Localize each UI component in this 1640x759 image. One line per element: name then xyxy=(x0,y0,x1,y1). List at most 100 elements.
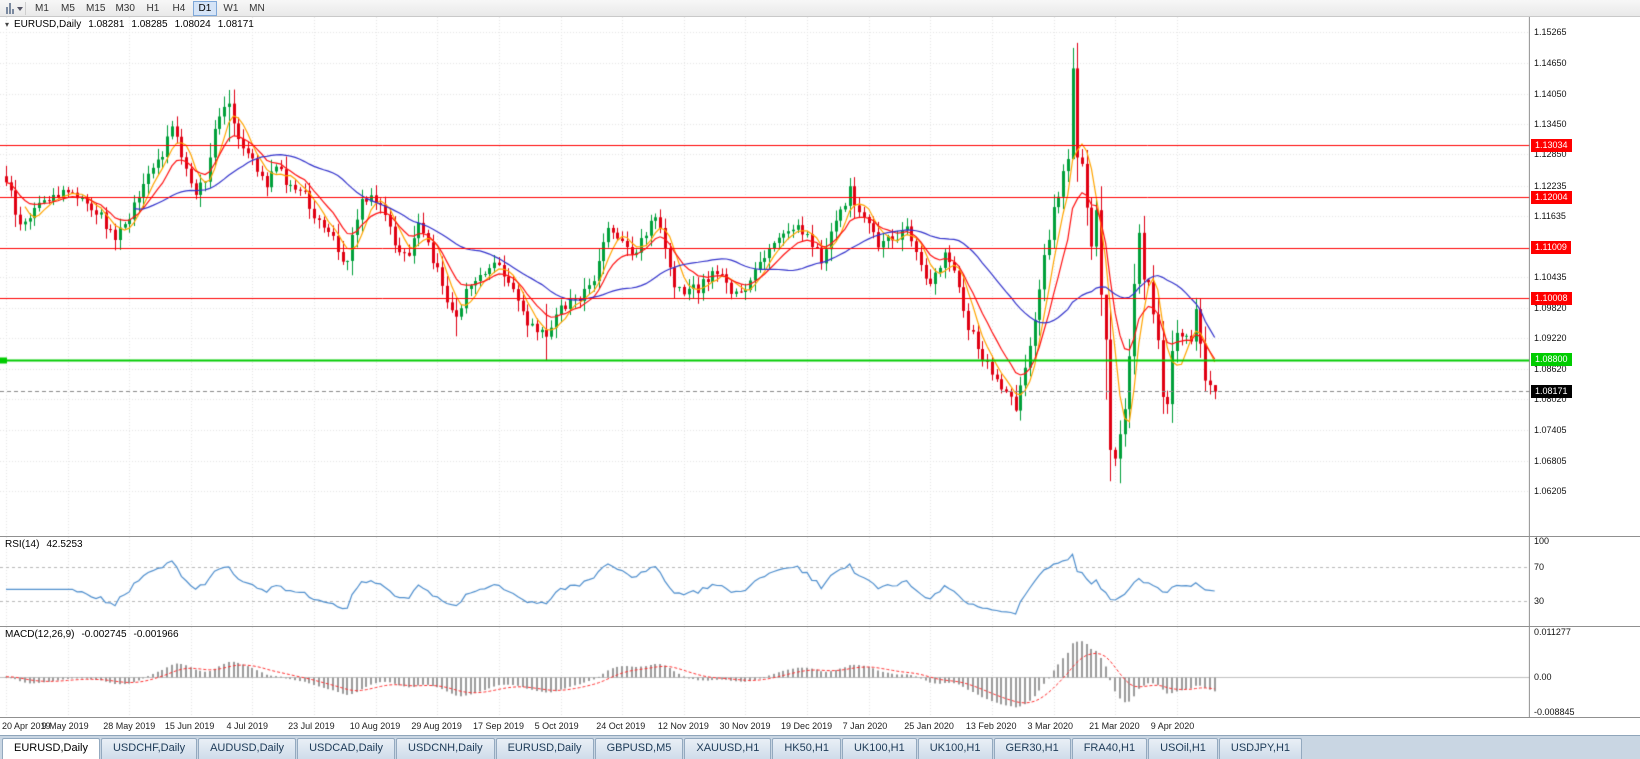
price-axis-label: 1.07405 xyxy=(1534,425,1567,436)
price-axis-label: 1.09220 xyxy=(1534,333,1567,344)
rsi-canvas[interactable] xyxy=(0,537,1530,627)
macd-canvas[interactable] xyxy=(0,627,1530,717)
price-chart-canvas[interactable] xyxy=(0,17,1530,537)
macd-axis-label: 0.00 xyxy=(1534,671,1552,682)
price-axis-label: 1.06205 xyxy=(1534,486,1567,497)
chart-tab-12[interactable]: FRA40,H1 xyxy=(1071,738,1148,759)
pane-separator[interactable] xyxy=(0,536,1640,537)
date-axis-label: 23 Jul 2019 xyxy=(288,721,335,731)
chart-tab-8[interactable]: HK50,H1 xyxy=(772,738,841,759)
price-axis-label: 1.06805 xyxy=(1534,455,1567,466)
price-axis-label: 1.09820 xyxy=(1534,302,1567,313)
chart-low-value: 1.08024 xyxy=(174,19,211,30)
chart-symbol-label: EURUSD,Daily xyxy=(14,19,82,30)
chart-panes: ▾ EURUSD,Daily 1.08281 1.08285 1.08024 1… xyxy=(0,17,1530,717)
macd-header: MACD(12,26,9) -0.002745 -0.001966 xyxy=(5,629,179,640)
hline-price-tag[interactable]: 1.10008 xyxy=(1531,291,1572,305)
macd-axis-label: -0.008845 xyxy=(1534,706,1575,717)
date-axis-label: 25 Jan 2020 xyxy=(904,721,954,731)
timeframe-button-m30[interactable]: M30 xyxy=(115,2,135,14)
date-axis-label: 28 May 2019 xyxy=(103,721,156,731)
date-axis-label: 5 Oct 2019 xyxy=(534,721,579,731)
timeframe-buttons: M1 M5 M15 M30 H1 H4 D1 W1 MN xyxy=(29,0,270,16)
date-axis-label: 10 Aug 2019 xyxy=(349,721,401,731)
rsi-axis-label: 30 xyxy=(1534,596,1545,607)
pane-separator[interactable] xyxy=(0,626,1640,627)
chart-tab-11[interactable]: GER30,H1 xyxy=(993,738,1071,759)
macd-axis-label: 0.011277 xyxy=(1534,627,1571,638)
price-axis-label: 1.08620 xyxy=(1534,363,1567,374)
date-axis-label: 9 Apr 2020 xyxy=(1150,721,1195,731)
price-axis-label: 1.14050 xyxy=(1534,88,1567,99)
chart-close-value: 1.08171 xyxy=(217,19,254,30)
price-axis-label: 1.14650 xyxy=(1534,58,1567,69)
date-axis-label: 3 Mar 2020 xyxy=(1027,721,1074,731)
chart-tab-6[interactable]: GBPUSD,M5 xyxy=(594,738,684,759)
chart-type-dropdown-icon[interactable] xyxy=(4,1,26,15)
date-axis-label: 19 Dec 2019 xyxy=(781,721,833,731)
timeframe-button-m15[interactable]: M15 xyxy=(86,2,106,14)
price-axis[interactable]: 1.15265 1.14650 1.14050 1.13450 1.12850 1.122… xyxy=(1530,17,1640,717)
rsi-axis-label: 100 xyxy=(1534,536,1550,547)
date-axis-label: 9 May 2019 xyxy=(41,721,89,731)
chart-tab-13[interactable]: USOil,H1 xyxy=(1148,738,1218,759)
macd-pane: MACD(12,26,9) -0.002745 -0.001966 xyxy=(0,627,1530,717)
date-axis-label: 13 Feb 2020 xyxy=(965,721,1017,731)
chart-tab-2[interactable]: AUDUSD,Daily xyxy=(198,738,297,759)
timeframe-button-h1[interactable]: H1 xyxy=(146,2,160,14)
date-axis-label: 17 Sep 2019 xyxy=(472,721,524,731)
date-axis-label: 24 Oct 2019 xyxy=(596,721,646,731)
collapse-arrow-icon[interactable]: ▾ xyxy=(5,20,10,29)
chart-tab-3[interactable]: USDCAD,Daily xyxy=(297,738,396,759)
chart-ohlc-header: ▾ EURUSD,Daily 1.08281 1.08285 1.08024 1… xyxy=(5,19,254,30)
rsi-value: 42.5253 xyxy=(46,539,83,550)
chart-tab-1[interactable]: USDCHF,Daily xyxy=(100,738,198,759)
price-axis-label: 1.13450 xyxy=(1534,118,1567,129)
rsi-label: RSI(14) xyxy=(5,539,40,550)
date-axis[interactable]: 20 Apr 2019 9 May 2019 28 May 2019 15 Jun 2… xyxy=(0,717,1640,735)
chart-tab-9[interactable]: UK100,H1 xyxy=(841,738,917,759)
chart-tab-bar: EURUSD,Daily USDCHF,Daily AUDUSD,Daily USDC… xyxy=(0,735,1640,759)
timeframe-button-w1[interactable]: W1 xyxy=(223,2,239,14)
date-axis-label: 29 Aug 2019 xyxy=(411,721,462,731)
chart-high-value: 1.08285 xyxy=(131,19,168,30)
date-axis-label: 7 Jan 2020 xyxy=(842,721,888,731)
chart-tab-14[interactable]: USDJPY,H1 xyxy=(1218,738,1303,759)
timeframe-button-mn[interactable]: MN xyxy=(249,2,265,14)
rsi-pane: RSI(14) 42.5253 xyxy=(0,537,1530,627)
date-axis-label: 15 Jun 2019 xyxy=(164,721,215,731)
price-axis-label: 1.12850 xyxy=(1534,149,1567,160)
chart-tab-10[interactable]: UK100,H1 xyxy=(917,738,993,759)
timeframe-button-m1[interactable]: M1 xyxy=(35,2,49,14)
hline-price-tag[interactable]: 1.13034 xyxy=(1531,138,1572,152)
chart-area: ▾ EURUSD,Daily 1.08281 1.08285 1.08024 1… xyxy=(0,17,1640,735)
price-axis-label: 1.08020 xyxy=(1534,394,1567,405)
macd-label: MACD(12,26,9) xyxy=(5,629,75,640)
hline-price-tag[interactable]: 1.11009 xyxy=(1531,241,1571,255)
macd-signal-value: -0.001966 xyxy=(133,629,179,640)
date-axis-label: 30 Nov 2019 xyxy=(719,721,771,731)
price-axis-label: 1.12235 xyxy=(1534,180,1567,191)
timeframe-button-d1[interactable]: D1 xyxy=(192,0,217,16)
date-axis-label: 21 Mar 2020 xyxy=(1089,721,1140,731)
chart-tab-0[interactable]: EURUSD,Daily xyxy=(2,738,100,759)
price-axis-label: 1.15265 xyxy=(1534,26,1567,37)
date-axis-label: 12 Nov 2019 xyxy=(657,721,709,731)
timeframe-toolbar: M1 M5 M15 M30 H1 H4 D1 W1 MN xyxy=(0,0,1640,17)
rsi-header: RSI(14) 42.5253 xyxy=(5,539,83,550)
macd-main-value: -0.002745 xyxy=(81,629,127,640)
hline-price-tag[interactable]: 1.08800 xyxy=(1531,353,1572,367)
timeframe-button-h4[interactable]: H4 xyxy=(172,2,186,14)
timeframe-button-m5[interactable]: M5 xyxy=(61,2,75,14)
current-price-tag: 1.08171 xyxy=(1531,384,1572,398)
rsi-axis-label: 70 xyxy=(1534,562,1545,572)
chart-tab-4[interactable]: USDCNH,Daily xyxy=(396,738,495,759)
hline-price-tag[interactable]: 1.12004 xyxy=(1531,190,1572,204)
chart-tab-7[interactable]: XAUUSD,H1 xyxy=(684,738,772,759)
price-pane: ▾ EURUSD,Daily 1.08281 1.08285 1.08024 1… xyxy=(0,17,1530,537)
price-axis-label: 1.10435 xyxy=(1534,271,1567,282)
chart-open-value: 1.08281 xyxy=(88,19,125,30)
date-axis-label: 4 Jul 2019 xyxy=(226,721,269,731)
chart-tab-5[interactable]: EURUSD,Daily xyxy=(495,738,594,759)
